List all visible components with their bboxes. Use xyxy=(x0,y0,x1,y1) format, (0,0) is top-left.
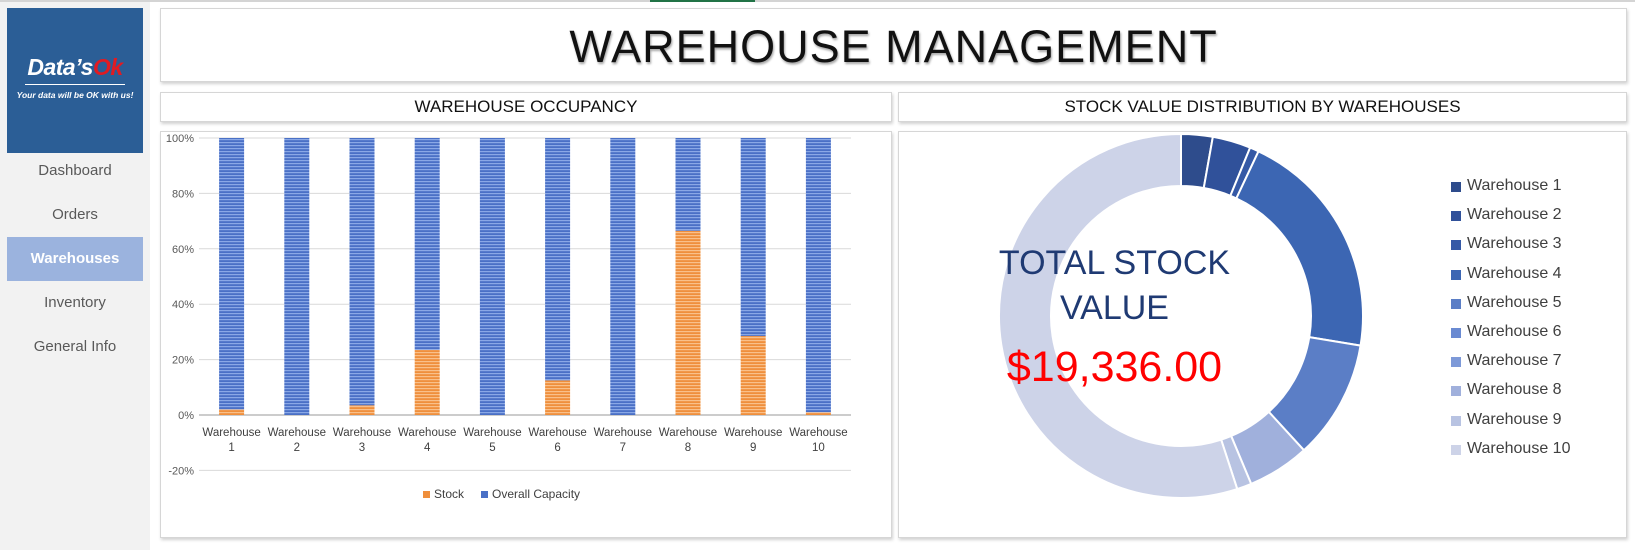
legend-swatch xyxy=(1451,298,1461,309)
x-tick-label: 4 xyxy=(424,442,431,454)
stock-bar xyxy=(740,336,766,415)
x-tick-label: 7 xyxy=(620,442,626,454)
legend-label: Warehouse 4 xyxy=(1467,264,1562,282)
nav-dashboard[interactable]: Dashboard xyxy=(38,162,112,179)
legend-label: Warehouse 3 xyxy=(1467,235,1562,253)
logo-brand: Data’sOk xyxy=(27,54,123,80)
legend-swatch xyxy=(1451,444,1461,455)
distribution-title: STOCK VALUE DISTRIBUTION BY WAREHOUSES xyxy=(1064,97,1461,116)
capacity-bar xyxy=(349,138,375,406)
capacity-bar xyxy=(805,138,831,413)
legend-swatch xyxy=(423,491,430,498)
y-tick-label: 80% xyxy=(172,188,194,200)
spreadsheet-gridline xyxy=(0,0,1635,2)
x-tick-label: Warehouse xyxy=(463,427,521,439)
logo-underline xyxy=(25,84,125,85)
capacity-bar xyxy=(219,138,245,410)
x-tick-label: Warehouse xyxy=(268,427,326,439)
capacity-bar xyxy=(284,138,310,415)
x-tick-label: Warehouse xyxy=(333,427,391,439)
capacity-bar xyxy=(740,138,766,337)
x-tick-label: Warehouse xyxy=(789,427,847,439)
nav-warehouses[interactable]: Warehouses xyxy=(7,237,143,281)
x-tick-label: Warehouse xyxy=(659,427,717,439)
stock-value-chart: TOTAL STOCK VALUE $19,336.00 Warehouse 1… xyxy=(898,131,1627,538)
x-tick-label: 9 xyxy=(750,442,756,454)
capacity-bar xyxy=(414,138,440,350)
nav-orders[interactable]: Orders xyxy=(52,206,98,223)
y-tick-label: 60% xyxy=(172,244,194,256)
capacity-bar xyxy=(545,138,571,381)
stock-bar xyxy=(545,380,571,415)
center-label-line1: TOTAL STOCK xyxy=(998,244,1231,282)
legend-label: Warehouse 2 xyxy=(1467,206,1562,224)
legend-swatch xyxy=(1451,269,1461,280)
x-tick-label: Warehouse xyxy=(724,427,782,439)
x-tick-label: 10 xyxy=(812,442,825,454)
capacity-bar xyxy=(675,138,701,231)
total-stock-value: $19,336.00 xyxy=(1006,343,1223,391)
x-tick-label: Warehouse xyxy=(202,427,260,439)
page-title: WAREHOUSE MANAGEMENT xyxy=(569,21,1218,72)
stock-bar xyxy=(414,349,440,415)
capacity-bar xyxy=(610,138,636,415)
legend-swatch xyxy=(1451,386,1461,397)
legend-label: Warehouse 7 xyxy=(1467,352,1562,370)
logo-tagline: Your data will be OK with us! xyxy=(16,90,134,100)
active-sheet-indicator xyxy=(650,0,755,2)
legend-swatch xyxy=(1451,240,1461,251)
occupancy-chart-svg: -20% 0% 20% 40% 60% 80% 100% Warehouse 1 Warehous… xyxy=(166,133,851,501)
x-tick-label: Warehouse xyxy=(398,427,456,439)
datas-ok-logo: Data’sOk Your data will be OK with us! xyxy=(7,8,143,153)
y-tick-label: 100% xyxy=(166,133,194,145)
legend-swatch xyxy=(1451,182,1461,192)
nav-general-info[interactable]: General Info xyxy=(33,338,117,355)
nav-inventory[interactable]: Inventory xyxy=(44,294,106,311)
sidebar: Data’sOk Your data will be OK with us! D… xyxy=(0,2,150,550)
y-tick-label: 20% xyxy=(172,355,194,367)
y-tick-label: -20% xyxy=(168,465,194,477)
x-tick-label: 1 xyxy=(228,442,234,454)
legend-swatch xyxy=(1451,415,1461,426)
donut-slice xyxy=(998,132,1239,499)
x-tick-label: Warehouse xyxy=(594,427,652,439)
donut-chart-svg xyxy=(998,132,1364,499)
x-tick-label: 6 xyxy=(554,442,560,454)
center-label-line2: VALUE xyxy=(1060,289,1169,327)
capacity-bar xyxy=(479,138,505,415)
distribution-header: STOCK VALUE DISTRIBUTION BY WAREHOUSES xyxy=(898,92,1627,122)
x-tick-label: Warehouse xyxy=(528,427,586,439)
occupancy-chart: -20% 0% 20% 40% 60% 80% 100% Warehouse 1 Warehous… xyxy=(160,131,892,538)
legend-label: Warehouse 6 xyxy=(1467,323,1562,340)
stock-bar xyxy=(219,409,245,415)
stock-bar xyxy=(675,230,701,415)
legend-swatch xyxy=(1451,328,1461,338)
stock-bar xyxy=(349,405,375,415)
x-tick-label: 3 xyxy=(359,442,365,454)
legend-swatch xyxy=(481,491,488,498)
legend-label: Warehouse 10 xyxy=(1467,439,1571,457)
title-banner: WAREHOUSE MANAGEMENT xyxy=(160,8,1627,82)
donut-legend: Warehouse 1 Warehouse 2 Warehouse 3 Warehou… xyxy=(1451,177,1621,477)
y-tick-label: 40% xyxy=(172,299,194,311)
legend-label: Warehouse 8 xyxy=(1467,381,1562,399)
stock-bar xyxy=(805,412,831,415)
legend-label: Stock xyxy=(434,487,465,501)
occupancy-header: WAREHOUSE OCCUPANCY xyxy=(160,92,892,122)
legend-swatch xyxy=(1451,211,1461,222)
legend-label: Warehouse 1 xyxy=(1467,177,1562,194)
x-tick-label: 2 xyxy=(294,442,300,454)
x-tick-label: 8 xyxy=(685,442,691,454)
x-tick-label: 5 xyxy=(489,442,495,454)
occupancy-title: WAREHOUSE OCCUPANCY xyxy=(414,97,638,116)
legend-label: Warehouse 5 xyxy=(1467,293,1562,311)
legend-swatch xyxy=(1451,357,1461,368)
legend-label: Warehouse 9 xyxy=(1467,410,1562,428)
legend-label: Overall Capacity xyxy=(492,487,580,501)
y-tick-label: 0% xyxy=(178,410,194,422)
